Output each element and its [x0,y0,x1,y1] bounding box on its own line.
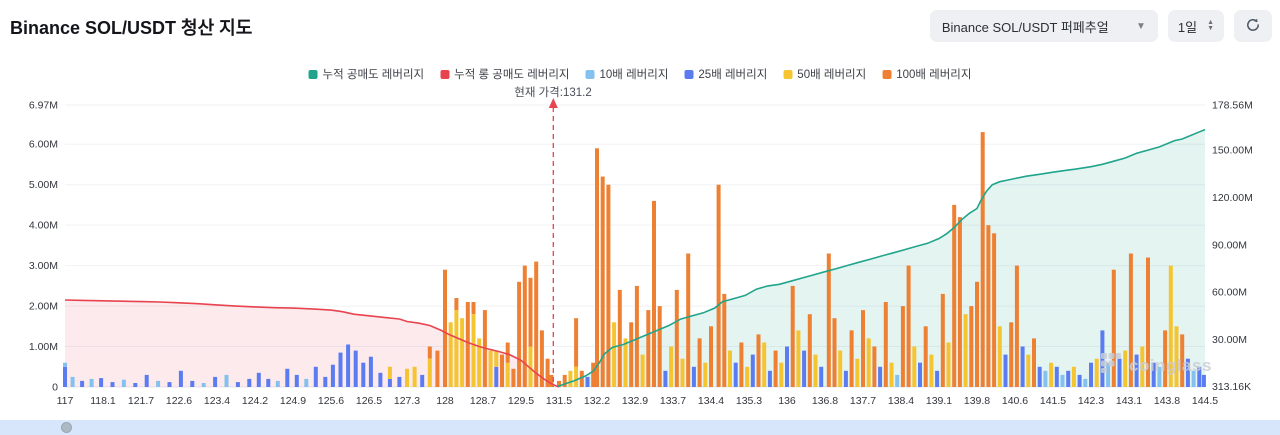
legend-swatch-icon [882,69,892,79]
chevron-up-icon[interactable]: ▲ [1207,19,1214,26]
svg-text:127.3: 127.3 [394,395,420,407]
legend-label: 누적 공매도 레버리지 [322,69,425,81]
pair-select[interactable]: Binance SOL/USDT 퍼페추얼 ▼ [929,10,1158,42]
interval-stepper[interactable]: ▲ ▼ [1207,19,1214,32]
svg-text:124.2: 124.2 [242,395,268,407]
svg-text:128: 128 [436,395,454,407]
interval-select[interactable]: 1일 ▲ ▼ [1167,10,1224,42]
legend-label: 100배 레버리지 [896,69,972,81]
svg-text:6.97M: 6.97M [29,100,58,112]
svg-text:118.1: 118.1 [90,395,116,407]
toolbar: Binance SOL/USDT 퍼페추얼 ▼ 1일 ▲ ▼ [929,10,1272,42]
chevron-down-icon: ▼ [1135,20,1146,32]
svg-text:132.2: 132.2 [584,395,610,407]
svg-text:30.00M: 30.00M [1212,334,1247,346]
svg-text:141.5: 141.5 [1040,395,1066,407]
svg-text:128.7: 128.7 [470,395,496,407]
svg-text:178.56M: 178.56M [1212,100,1253,112]
svg-text:144.5: 144.5 [1192,395,1218,407]
svg-text:136: 136 [778,395,796,407]
svg-text:3.00M: 3.00M [29,260,58,272]
legend-item[interactable]: 100배 레버리지 [882,66,971,82]
legend-label: 누적 롱 공매도 레버리지 [454,69,570,81]
svg-text:117: 117 [57,395,74,407]
svg-text:126.5: 126.5 [356,395,382,407]
interval-value: 1일 [1177,19,1198,35]
refresh-button[interactable] [1234,10,1272,42]
svg-text:129.5: 129.5 [508,395,534,407]
legend-item[interactable]: 누적 롱 공매도 레버리지 [440,66,570,82]
svg-text:123.4: 123.4 [204,395,230,407]
svg-text:132.9: 132.9 [622,395,648,407]
svg-text:139.8: 139.8 [964,395,990,407]
svg-text:124.9: 124.9 [280,395,306,407]
legend: 누적 공매도 레버리지 누적 롱 공매도 레버리지 10배 레버리지 25배 레버리지… [308,66,971,82]
svg-text:120.00M: 120.00M [1212,192,1253,204]
legend-swatch-icon [308,69,318,79]
svg-text:138.4: 138.4 [888,395,914,407]
svg-text:1.00M: 1.00M [29,341,58,353]
svg-text:142.3: 142.3 [1078,395,1104,407]
svg-text:5.00M: 5.00M [29,179,58,191]
legend-label: 50배 레버리지 [797,69,867,81]
chart-range-slider[interactable] [0,420,1280,435]
page-title: Binance SOL/USDT 청산 지도 [10,18,253,38]
legend-label: 25배 레버리지 [698,69,768,81]
refresh-icon [1245,17,1261,36]
svg-text:150.00M: 150.00M [1212,145,1253,157]
svg-text:122.6: 122.6 [166,395,192,407]
legend-swatch-icon [783,69,793,79]
svg-text:60.00M: 60.00M [1212,287,1247,299]
legend-item[interactable]: 25배 레버리지 [684,66,767,82]
svg-text:313.16K: 313.16K [1212,381,1251,393]
range-slider-handle[interactable] [61,422,72,433]
current-price-caption: 현재 가격:131.2 [514,87,592,99]
svg-text:131.5: 131.5 [546,395,572,407]
svg-text:136.8: 136.8 [812,395,838,407]
legend-item[interactable]: 누적 공매도 레버리지 [308,66,425,82]
svg-text:0: 0 [52,382,58,394]
pair-select-value: Binance SOL/USDT 퍼페추얼 [941,19,1109,35]
svg-text:137.7: 137.7 [850,395,876,407]
svg-text:143.1: 143.1 [1116,395,1142,407]
svg-text:125.6: 125.6 [318,395,344,407]
legend-item[interactable]: 50배 레버리지 [783,66,866,82]
svg-text:135.3: 135.3 [736,395,762,407]
svg-text:2.00M: 2.00M [29,301,58,313]
svg-text:121.7: 121.7 [128,395,154,407]
svg-text:139.1: 139.1 [926,395,952,407]
svg-text:134.4: 134.4 [698,395,724,407]
svg-text:90.00M: 90.00M [1212,239,1247,251]
liquidation-chart[interactable]: 0 1.00M 2.00M 3.00M 4.00M 5.00M 6.00M 6.97M 313.… [0,95,1280,410]
svg-text:6.00M: 6.00M [29,139,58,151]
legend-swatch-icon [684,69,694,79]
legend-swatch-icon [440,69,450,79]
svg-text:4.00M: 4.00M [29,220,58,232]
chevron-down-icon[interactable]: ▼ [1207,25,1214,32]
legend-label: 10배 레버리지 [599,69,669,81]
svg-text:133.7: 133.7 [660,395,686,407]
legend-swatch-icon [585,69,595,79]
svg-text:140.6: 140.6 [1002,395,1028,407]
svg-text:143.8: 143.8 [1154,395,1180,407]
legend-item[interactable]: 10배 레버리지 [585,66,669,82]
